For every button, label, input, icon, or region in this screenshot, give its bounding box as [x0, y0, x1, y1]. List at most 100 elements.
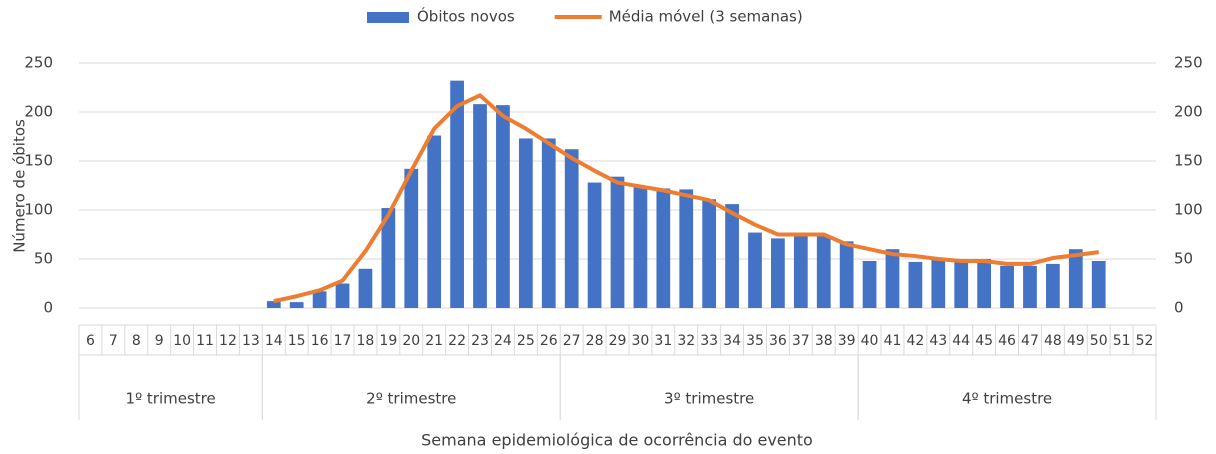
y-tick-label: 100 [24, 201, 53, 219]
x-tick-label: 30 [632, 333, 650, 349]
x-tick-label: 15 [288, 333, 306, 349]
x-tick-label: 11 [196, 333, 214, 349]
bar [725, 204, 739, 308]
x-tick-label: 40 [861, 333, 879, 349]
group-label: 2º trimestre [366, 390, 456, 408]
x-tick-label: 17 [334, 333, 352, 349]
x-tick-label: 12 [219, 333, 237, 349]
y2-tick-label: 50 [1174, 250, 1193, 268]
x-tick-label: 43 [929, 333, 947, 349]
x-tick-label: 41 [884, 333, 902, 349]
bar [1091, 260, 1106, 308]
x-tick-label: 7 [109, 333, 118, 349]
y-tick-label: 0 [43, 299, 53, 317]
x-tick-label: 37 [792, 333, 810, 349]
x-tick-label: 9 [155, 333, 164, 349]
x-tick-label: 51 [1113, 333, 1131, 349]
y-tick-label: 200 [24, 103, 53, 121]
bar [862, 260, 877, 308]
bar [358, 268, 373, 308]
bar [771, 238, 785, 308]
legend-swatch [367, 12, 409, 23]
x-tick-label: 45 [975, 333, 993, 349]
x-tick-label: 39 [838, 333, 856, 349]
bar [381, 208, 396, 308]
y-axis-title: Número de óbitos [11, 119, 29, 253]
x-tick-label: 27 [563, 333, 581, 349]
bar [1046, 263, 1060, 308]
x-tick-label: 21 [425, 333, 443, 349]
bar [908, 261, 923, 308]
bar [610, 176, 625, 308]
x-tick-label: 8 [132, 333, 141, 349]
bar [518, 138, 533, 308]
x-tick-label: 18 [357, 333, 375, 349]
bar [793, 232, 808, 308]
x-tick-label: 36 [769, 333, 787, 349]
group-label: 3º trimestre [664, 390, 754, 408]
x-tick-label: 16 [311, 333, 329, 349]
y-tick-label: 50 [34, 250, 53, 268]
x-tick-label: 52 [1136, 333, 1154, 349]
legend-label: Óbitos novos [417, 7, 515, 26]
bar [289, 302, 304, 308]
x-tick-label: 20 [402, 333, 420, 349]
group-label: 4º trimestre [962, 390, 1052, 408]
x-tick-label: 22 [448, 333, 466, 349]
x-tick-label: 28 [586, 333, 604, 349]
x-tick-label: 47 [1021, 333, 1039, 349]
bar [450, 80, 464, 308]
x-tick-label: 23 [471, 333, 489, 349]
bar [427, 135, 442, 308]
y2-tick-label: 100 [1174, 201, 1203, 219]
x-tick-label: 6 [86, 333, 95, 349]
x-tick-label: 25 [517, 333, 535, 349]
y2-tick-label: 250 [1174, 54, 1203, 72]
bar [266, 301, 281, 308]
x-tick-label: 46 [998, 333, 1016, 349]
bar [404, 168, 419, 308]
x-tick-label: 19 [379, 333, 397, 349]
bar [839, 241, 854, 308]
x-tick-label: 44 [952, 333, 970, 349]
x-tick-label: 48 [1044, 333, 1062, 349]
bar [473, 104, 487, 308]
x-tick-label: 32 [677, 333, 695, 349]
y2-tick-label: 200 [1174, 103, 1203, 121]
y-tick-label: 150 [24, 152, 53, 170]
legend-label: Média móvel (3 semanas) [609, 8, 803, 26]
x-tick-label: 26 [540, 333, 558, 349]
bar [679, 189, 694, 308]
x-axis-title: Semana epidemiológica de ocorrência do e… [421, 431, 813, 450]
y2-tick-label: 150 [1174, 152, 1203, 170]
bar [1068, 249, 1083, 308]
bar [564, 149, 579, 308]
bar [587, 182, 602, 308]
bar [1000, 265, 1014, 308]
x-tick-label: 35 [746, 333, 764, 349]
bar [954, 260, 969, 308]
x-tick-label: 24 [494, 333, 512, 349]
bar [541, 138, 556, 308]
bar [633, 186, 648, 308]
bar [748, 232, 762, 308]
line [273, 93, 1099, 304]
bar [312, 291, 327, 308]
x-tick-label: 34 [723, 333, 741, 349]
x-tick-label: 10 [173, 333, 191, 349]
bar [656, 188, 671, 308]
bar [816, 235, 831, 308]
y2-tick-label: 0 [1174, 299, 1184, 317]
y-tick-label: 250 [24, 54, 53, 72]
x-tick-label: 13 [242, 333, 260, 349]
bar [702, 199, 717, 308]
x-tick-label: 33 [700, 333, 718, 349]
bar [1023, 265, 1037, 308]
bar [496, 105, 510, 308]
bar [977, 259, 992, 308]
x-tick-label: 42 [906, 333, 924, 349]
bar [885, 249, 900, 308]
x-tick-label: 29 [609, 333, 627, 349]
x-tick-label: 38 [815, 333, 833, 349]
